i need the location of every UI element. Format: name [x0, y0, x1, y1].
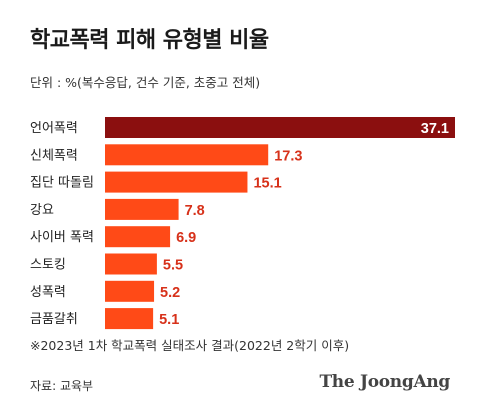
category-label: 금품갈취 [30, 312, 78, 327]
bar [105, 280, 155, 302]
bar [105, 144, 269, 166]
bar [105, 253, 157, 275]
chart-title: 학교폭력 피해 유형별 비율 [30, 28, 269, 53]
value-label: 6.9 [176, 230, 196, 246]
value-label: 15.1 [253, 176, 281, 192]
value-label: 5.1 [159, 312, 179, 328]
value-label: 5.2 [160, 285, 180, 301]
bar [105, 117, 455, 138]
bar [105, 171, 248, 193]
category-label: 사이버 폭력 [30, 230, 94, 245]
category-label: 성폭력 [30, 285, 66, 300]
value-label: 7.8 [185, 203, 205, 219]
category-label: 스토킹 [30, 258, 66, 273]
value-label: 17.3 [274, 148, 302, 164]
category-label: 강요 [30, 203, 54, 218]
category-label: 신체폭력 [30, 148, 78, 163]
chart-subtitle: 단위 : %(복수응답, 건수 기준, 초중고 전체) [30, 75, 261, 90]
bar [105, 226, 171, 248]
survey-note: ※2023년 1차 학교폭력 실태조사 결과(2022년 2학기 이후) [30, 338, 350, 353]
category-label: 언어폭력 [30, 121, 78, 136]
brand-logo: The JoongAng [319, 372, 450, 392]
value-label: 37.1 [421, 121, 449, 137]
bar [105, 198, 179, 220]
bar [105, 308, 154, 330]
source-label: 자료: 교육부 [30, 379, 94, 393]
category-label: 집단 따돌림 [30, 176, 94, 191]
value-label: 5.5 [163, 258, 183, 274]
